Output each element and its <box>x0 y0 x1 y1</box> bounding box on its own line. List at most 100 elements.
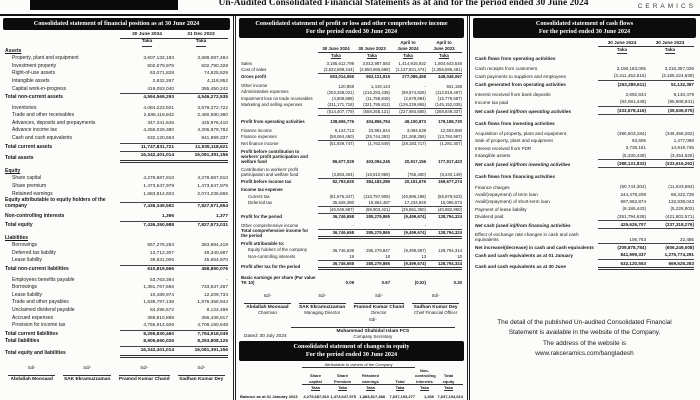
row-value: 1,477,080 <box>673 138 694 144</box>
row-value: (2,879,894) <box>404 95 426 101</box>
cash-flows-rows: Cash flows from operating activities Cash… <box>475 56 694 270</box>
row-value: (50,744,304) <box>619 184 646 190</box>
signer-name: Pramod Kumar Chand <box>118 374 170 382</box>
row-value: (46,046,967) <box>318 205 354 215</box>
unit-label: Taka <box>444 384 453 391</box>
row-value: 1,473,647,979 <box>197 184 228 190</box>
profit-loss-title: Consolidated statement of profit or loss… <box>255 20 448 27</box>
row-value: 1,275,774,291 <box>664 252 694 258</box>
signer-name: Abdallah Moosaad <box>8 374 56 382</box>
row-label: Profit from operating activities <box>241 118 305 124</box>
row-value: 51,132,387 <box>646 79 694 88</box>
row-label: Deferred tax liability <box>12 249 56 256</box>
table-row: Total assets 16,342,401,014 16,081,391,156 <box>5 151 228 163</box>
table-row: Payment of lease liability (9,186,443) (5,… <box>475 205 694 212</box>
table-row: (46,046,967) (98,903,421) (29,651,350) (40,… <box>241 205 462 215</box>
signer-name: Pramod Kumar Chand <box>353 303 405 311</box>
row-value: (9,499,674) <box>404 214 426 220</box>
table-row: Intangible assets (5,330,438) (3,454,825) <box>475 152 694 159</box>
signature-abdallah-moosaad: Sd/- Abdallah Moosaad Chairman <box>240 293 295 315</box>
row-value: 16,342,401,014 <box>120 151 174 163</box>
row-label: Avail/(repayment) of short-term loan <box>475 199 550 205</box>
unit-label: Taka <box>195 39 207 47</box>
row-label: Gross profit <box>241 74 267 80</box>
row-value: (311,171,718) <box>327 101 354 107</box>
row-label: Non-controlling interests <box>248 253 296 259</box>
column-header-line: interests <box>415 378 434 385</box>
column-header: Share capital Taka <box>302 373 329 391</box>
signer-name: SAK Ekramuzzaman <box>63 374 111 382</box>
column-divider <box>467 16 470 400</box>
row-value: 4,206,879,782 <box>197 128 228 134</box>
row-value: 12,209,734 <box>203 292 228 298</box>
row-label: Share capital <box>12 175 42 182</box>
table-row: Basic earnings per share (Par value TK 1… <box>241 274 462 286</box>
column-header: Total Taka <box>385 379 415 391</box>
row-value: 1,804,643,548 <box>434 61 462 67</box>
row-value: (209,878,784) <box>598 243 646 251</box>
row-label: Cash and cash equivalents as at 30 June <box>475 264 566 269</box>
row-label: Interest received from bank deposits <box>475 92 551 98</box>
row-value: 369,810,898 <box>147 315 174 321</box>
column-header-line: June 2023 <box>426 46 462 53</box>
table-row: Cash and cash equivalents as at 30 June 6… <box>475 258 694 270</box>
row-label: Cost of sales <box>241 67 267 73</box>
note-line: Statement is available in the website of… <box>508 329 661 337</box>
row-label: Basic earnings per share (Par value TK 1… <box>241 274 316 285</box>
row-value: (351,794,628) <box>617 213 646 219</box>
row-label: Cash receipts from customers <box>475 66 538 72</box>
row-value: 355,450,242 <box>201 86 228 92</box>
column-header: 30 June 2023 Taka <box>646 40 694 55</box>
sd-label: Sd/- <box>83 364 92 370</box>
spanner-spacer <box>434 362 463 368</box>
note-line: The detail of the published Un-audited C… <box>497 319 672 326</box>
row-value: (51,929,747) <box>318 140 354 147</box>
row-label: Acquisition of property, plant and equip… <box>475 131 567 137</box>
table-row: Cash flows from financing activities <box>475 174 694 180</box>
row-value: - <box>424 223 426 229</box>
table-row: Lease liability 39,831,006 45,664,970 <box>5 257 228 265</box>
table-row: Employees benefits payable 53,763,394 - <box>5 277 228 285</box>
table-row: Finance income 6,134,713 23,981,844 3,084,6… <box>241 128 462 134</box>
row-label: Total assets <box>5 155 34 162</box>
row-value: 458,890,076 <box>174 264 228 274</box>
table-row: Income tax expense <box>241 187 462 193</box>
unit-label: Taka <box>338 384 347 391</box>
row-value: 16,081,391,156 <box>174 151 228 163</box>
row-value: 45,664,970 <box>203 258 228 264</box>
column-header-line: Share <box>336 373 349 379</box>
row-value: 18 <box>385 253 390 259</box>
row-value: 36,746,658 <box>332 214 354 220</box>
row-value: 277,085,458 <box>390 73 426 80</box>
table-row: Finance charges (50,744,304) (11,633,684) <box>475 183 694 190</box>
row-value: 82,793,625 <box>318 178 354 185</box>
row-label: Trade and other receivables <box>12 112 75 119</box>
row-label: Share premium <box>12 183 47 190</box>
row-value: 285,279,847 <box>366 247 390 253</box>
column-header: Share Premium Taka <box>329 373 356 391</box>
row-value: 0.30 <box>453 279 462 285</box>
row-value: 128,794,324 <box>426 229 462 240</box>
row-value: 8,295,830,460 <box>120 329 174 339</box>
row-label: Interest received from FDR <box>475 145 532 151</box>
row-value: 4,279,687,810 <box>303 393 329 399</box>
row-value: (31,268,356) <box>401 134 426 140</box>
table-row: Total current assets 11,747,831,721 11,535… <box>5 142 228 152</box>
equity-spanner-row: Attributable to owners of the Company <box>240 362 463 369</box>
row-value: 6,134,713 <box>334 128 354 134</box>
row-value: 1,639,787,138 <box>143 300 174 306</box>
table-row: Inventories 4,084,223,501 3,579,272,722 <box>5 105 228 113</box>
row-label: Profit before income tax <box>241 179 292 185</box>
row-value: 128,794,324 <box>438 214 462 220</box>
row-value: (28,183,717) <box>390 140 426 147</box>
equity-spanner-label: Attributable to owners of the Company <box>302 362 415 369</box>
signer-name: SAK Ekramuzzaman <box>298 303 346 311</box>
row-value: 36,746,658 <box>318 229 354 240</box>
row-value: (203,348,021) <box>327 89 354 95</box>
table-row: Sale of property, plant and equipment 63,… <box>475 137 694 144</box>
row-label: Net increase/(decrease) in cash and cash… <box>475 245 594 251</box>
table-row: Cash and cash equivalents as at 01 Janua… <box>475 251 694 258</box>
sd-label: Sd/- <box>431 293 440 299</box>
row-value: 7,827,573,031 <box>174 221 228 230</box>
row-label: Equity attributable to equity holders of… <box>5 197 106 209</box>
